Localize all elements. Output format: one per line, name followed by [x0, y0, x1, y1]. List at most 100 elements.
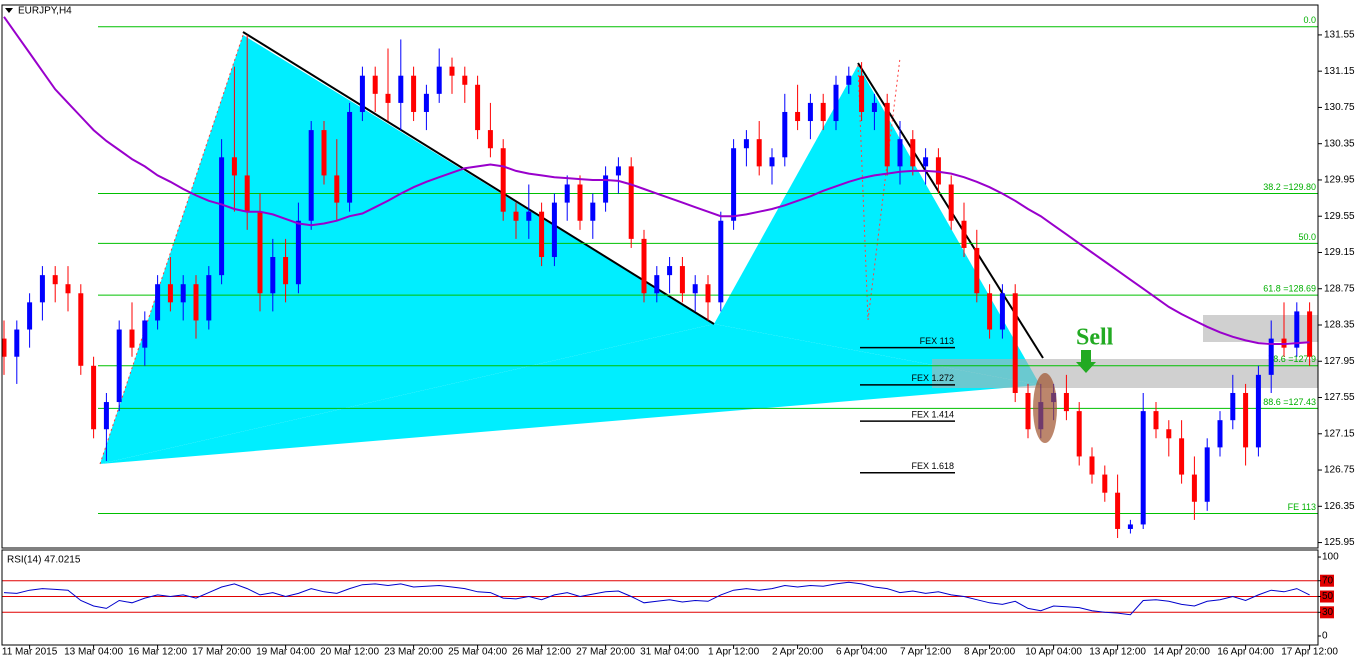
- y-tick-label: 125.95: [1324, 537, 1355, 548]
- candle-body: [948, 184, 954, 221]
- candle-body: [1268, 338, 1274, 375]
- highlight-ellipse: [1033, 373, 1057, 443]
- rsi-line: [3, 581, 1310, 616]
- candle-body: [1307, 311, 1313, 357]
- rsi-tick-label: 100: [1322, 552, 1339, 563]
- candle-body: [1204, 447, 1210, 502]
- candle-body: [1063, 392, 1069, 412]
- candle-body: [884, 102, 890, 167]
- zone-box: [1203, 315, 1318, 342]
- candle-body: [871, 102, 877, 112]
- candle-body: [116, 329, 122, 403]
- chart-title: EURJPY,H4: [18, 6, 72, 17]
- candle-body: [500, 148, 506, 212]
- candle-body: [27, 302, 33, 330]
- candle-body: [65, 284, 71, 294]
- harmonic-pattern: [99, 31, 1044, 465]
- x-tick-label: 23 Mar 20:00: [384, 647, 443, 658]
- x-tick-label: 16 Mar 12:00: [128, 647, 187, 658]
- x-tick-label: 27 Mar 20:00: [576, 647, 635, 658]
- candle-body: [654, 275, 660, 294]
- axes: 125.95 126.35 126.75 127.15 127.55 127.95 128.…: [2, 30, 1355, 658]
- candle-body: [334, 175, 340, 203]
- rsi-frame: [1, 549, 1319, 646]
- candle-body: [142, 320, 148, 348]
- pattern-xab: [100, 35, 714, 464]
- x-tick-label: 14 Apr 20:00: [1153, 647, 1210, 658]
- fex-label: FEX 113: [920, 336, 954, 346]
- candle-body: [910, 139, 916, 167]
- candle-body: [487, 130, 493, 149]
- candle-body: [91, 365, 97, 430]
- candle-body: [564, 184, 570, 203]
- candle-body: [1089, 456, 1095, 475]
- dotted-line: [99, 34, 244, 465]
- fib-label: 61.8 =128.69: [1263, 283, 1316, 293]
- fex-label: FEX 1.618: [911, 461, 954, 471]
- candle-body: [52, 275, 58, 285]
- y-tick-label: 131.15: [1324, 66, 1355, 77]
- candle-body: [705, 284, 711, 303]
- x-tick-label: 10 Apr 04:00: [1025, 647, 1082, 658]
- rsi-tick-label: 70: [1322, 575, 1334, 586]
- pattern-xbd: [100, 324, 1040, 464]
- candle-body: [321, 130, 327, 176]
- x-tick-label: 17 Apr 12:00: [1281, 647, 1338, 658]
- candle-body: [1025, 392, 1031, 430]
- y-tick-label: 127.55: [1324, 392, 1355, 403]
- y-tick-label: 127.15: [1324, 428, 1355, 439]
- candle-body: [923, 157, 929, 167]
- candle-body: [39, 275, 45, 303]
- y-tick-label: 131.55: [1324, 30, 1355, 41]
- candle-body: [359, 75, 365, 112]
- x-tick-label: 2 Apr 20:00: [772, 647, 824, 658]
- candle-body: [859, 75, 865, 112]
- candle-body: [846, 75, 852, 85]
- rsi-tick-label: 30: [1322, 607, 1334, 618]
- dotted-line: [867, 57, 901, 321]
- x-tick-label: 7 Apr 12:00: [900, 647, 952, 658]
- candle-body: [1166, 429, 1172, 439]
- candle-body: [551, 202, 557, 258]
- fib-label: 0.0: [1303, 15, 1316, 25]
- levels: 0.0 38.2 =129.80 50.0 61.8 =128.69 78.6 =127…: [98, 15, 1318, 515]
- trend-line: [242, 31, 715, 325]
- fex-label: FEX 1.272: [911, 373, 954, 383]
- candle-body: [999, 293, 1005, 330]
- y-tick-label: 128.35: [1324, 320, 1355, 331]
- candle-body: [103, 402, 109, 430]
- candle-body: [577, 184, 583, 221]
- candle-body: [526, 211, 532, 221]
- candle-body: [987, 293, 993, 330]
- candle-body: [244, 175, 250, 212]
- fib-label: 88.6 =127.43: [1263, 397, 1316, 407]
- candle-body: [769, 157, 775, 167]
- candle-body: [756, 139, 762, 167]
- candle-body: [974, 247, 980, 294]
- candle-body: [1191, 474, 1197, 502]
- fib-label: 38.2 =129.80: [1263, 182, 1316, 192]
- candle-body: [449, 66, 455, 76]
- candle-body: [193, 284, 199, 321]
- rsi-tick-label: 0: [1322, 631, 1328, 642]
- candle-body: [628, 166, 634, 239]
- x-tick-label: 31 Mar 04:00: [640, 647, 699, 658]
- candle-body: [78, 293, 84, 366]
- main-frame: [1, 4, 1319, 549]
- candle-body: [731, 148, 737, 221]
- y-tick-label: 127.95: [1324, 356, 1355, 367]
- fib-label: 78.6 =127.9: [1268, 354, 1316, 364]
- candle-body: [1140, 411, 1146, 525]
- candle-body: [231, 157, 237, 176]
- x-tick-label: 13 Apr 12:00: [1089, 647, 1146, 658]
- zone-box: [932, 359, 1318, 388]
- candle-body: [1179, 438, 1185, 475]
- x-tick-label: 17 Mar 20:00: [192, 647, 251, 658]
- candle-body: [14, 329, 20, 357]
- candle-body: [897, 139, 903, 167]
- x-tick-label: 1 Apr 12:00: [708, 647, 760, 658]
- pattern-bcd: [714, 65, 1040, 385]
- candle-body: [206, 275, 212, 321]
- candle-body: [1012, 293, 1018, 393]
